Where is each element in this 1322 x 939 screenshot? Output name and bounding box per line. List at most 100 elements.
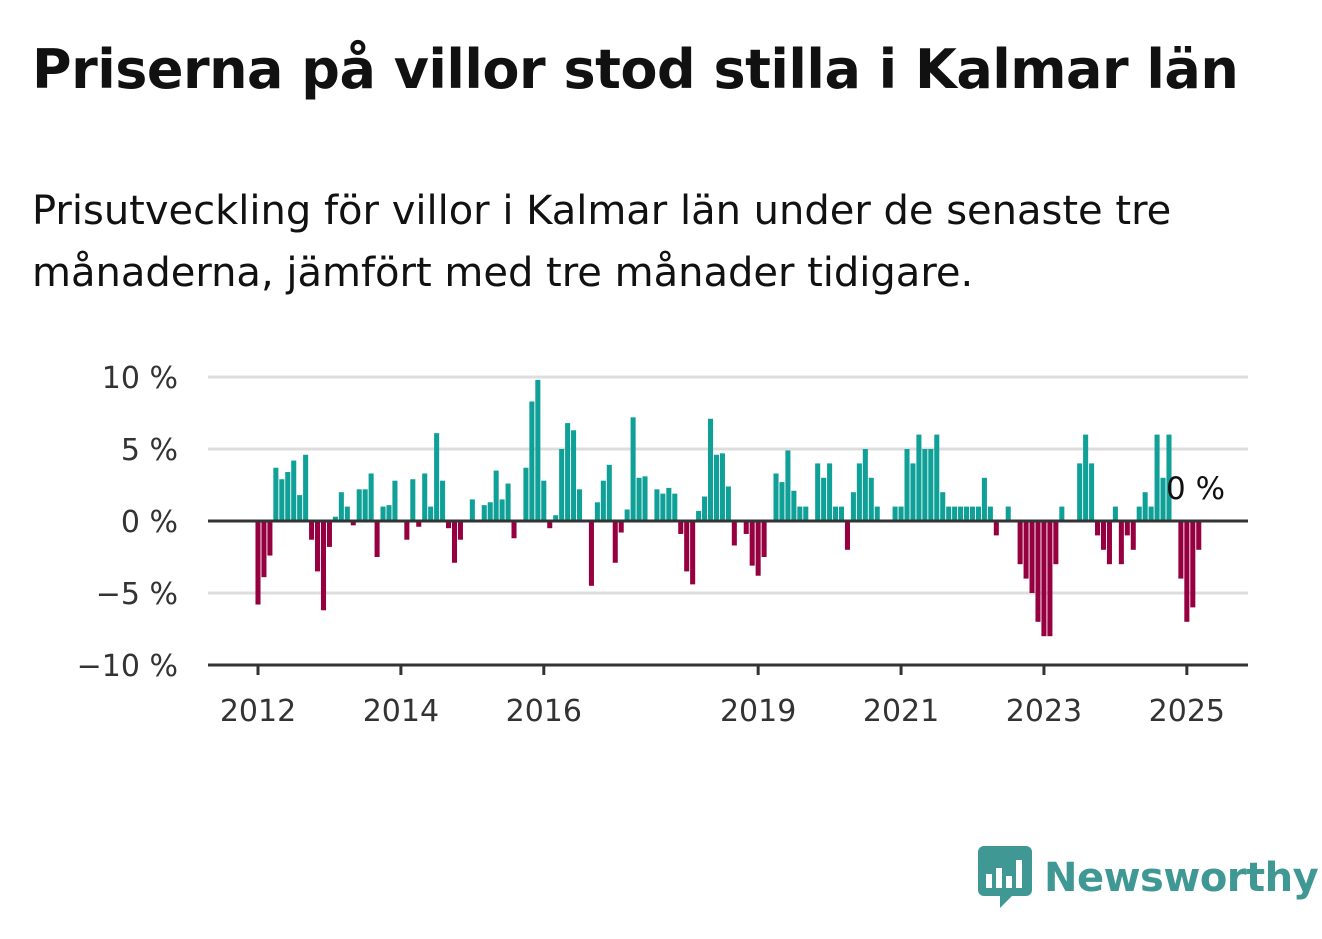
bar xyxy=(898,506,904,521)
bar xyxy=(725,486,731,521)
bar xyxy=(952,506,958,521)
bar xyxy=(529,401,535,521)
bar xyxy=(892,506,898,521)
bar xyxy=(934,434,940,521)
bar xyxy=(1077,463,1083,521)
bar xyxy=(469,499,475,521)
bar xyxy=(755,521,761,576)
bar xyxy=(779,482,785,521)
bar xyxy=(326,521,332,547)
bar xyxy=(594,502,600,521)
bar xyxy=(386,505,392,521)
bar xyxy=(660,493,666,521)
bar xyxy=(838,506,845,521)
bar xyxy=(1166,434,1172,521)
x-tick-label: 2019 xyxy=(720,694,796,729)
bar xyxy=(702,496,708,521)
bar xyxy=(535,379,541,521)
bar xyxy=(273,467,279,521)
bar xyxy=(332,516,338,521)
bar xyxy=(797,506,803,521)
bar xyxy=(1118,521,1124,565)
newsworthy-logo: Newsworthy xyxy=(978,846,1319,910)
bar xyxy=(612,521,618,563)
bar xyxy=(821,477,827,521)
bar xyxy=(261,521,267,578)
bar xyxy=(559,449,565,521)
bar xyxy=(1112,506,1118,521)
bar xyxy=(910,463,916,521)
bar xyxy=(684,521,690,572)
bar xyxy=(1041,521,1047,637)
bar xyxy=(285,472,291,521)
bar xyxy=(1142,492,1148,521)
bar xyxy=(862,449,868,521)
bar xyxy=(606,464,612,521)
x-tick-label: 2012 xyxy=(220,694,296,729)
bar xyxy=(958,506,964,521)
x-tick-label: 2023 xyxy=(1006,694,1082,729)
bar xyxy=(255,521,261,605)
bar xyxy=(993,521,999,536)
bar xyxy=(928,449,934,521)
bar xyxy=(1124,521,1130,536)
grid-lines xyxy=(208,375,1248,595)
bar xyxy=(785,450,791,521)
bar xyxy=(690,521,696,585)
bar xyxy=(499,499,505,521)
bar xyxy=(850,492,856,521)
bar xyxy=(493,470,499,521)
bar xyxy=(1130,521,1136,550)
bar xyxy=(981,477,987,521)
bar xyxy=(940,492,946,521)
bar xyxy=(975,506,981,521)
bar xyxy=(618,521,624,533)
x-tick-label: 2014 xyxy=(363,694,439,729)
bar xyxy=(987,506,993,521)
bar xyxy=(696,510,702,521)
bar xyxy=(904,449,910,521)
bar xyxy=(344,506,350,521)
bar xyxy=(511,521,517,539)
bar xyxy=(844,521,850,550)
bar xyxy=(803,506,809,521)
bar xyxy=(600,480,606,521)
bar xyxy=(279,479,285,521)
bar xyxy=(1160,477,1166,521)
bar-chart: 10 % 5 % 0 % −5 % −10 % 2012 2014 2016 2019 2021… xyxy=(77,361,1248,729)
bar xyxy=(707,418,714,521)
brand-name: Newsworthy xyxy=(1044,855,1319,901)
y-tick-label: 10 % xyxy=(102,361,178,396)
bar xyxy=(1178,521,1184,579)
bar xyxy=(565,423,571,521)
x-tick-label: 2016 xyxy=(506,694,582,729)
x-tick-label: 2025 xyxy=(1149,694,1225,729)
bar xyxy=(731,521,737,546)
bar xyxy=(678,521,684,534)
bar xyxy=(291,460,297,521)
y-tick-label: 0 % xyxy=(121,505,178,540)
bar xyxy=(922,449,928,521)
bar xyxy=(666,487,672,521)
bar-chart-speech-bubble-icon xyxy=(978,846,1032,908)
bar xyxy=(1148,506,1154,521)
bar xyxy=(1023,521,1029,579)
bar xyxy=(1154,434,1160,521)
bar xyxy=(1059,506,1065,521)
bar xyxy=(916,434,922,521)
bar xyxy=(761,521,767,557)
bar xyxy=(362,489,368,521)
bar xyxy=(380,506,386,521)
bar xyxy=(267,521,273,556)
bar xyxy=(1106,521,1112,565)
bar xyxy=(356,489,362,521)
bar xyxy=(1047,521,1053,637)
bar xyxy=(309,521,315,540)
chart-title: Priserna på villor stod stilla i Kalmar … xyxy=(32,38,1239,101)
bar xyxy=(642,476,648,521)
bar xyxy=(1100,521,1107,550)
bar xyxy=(457,521,463,540)
bar xyxy=(416,521,422,527)
bar xyxy=(541,480,547,521)
y-tick-label: −5 % xyxy=(96,577,178,612)
